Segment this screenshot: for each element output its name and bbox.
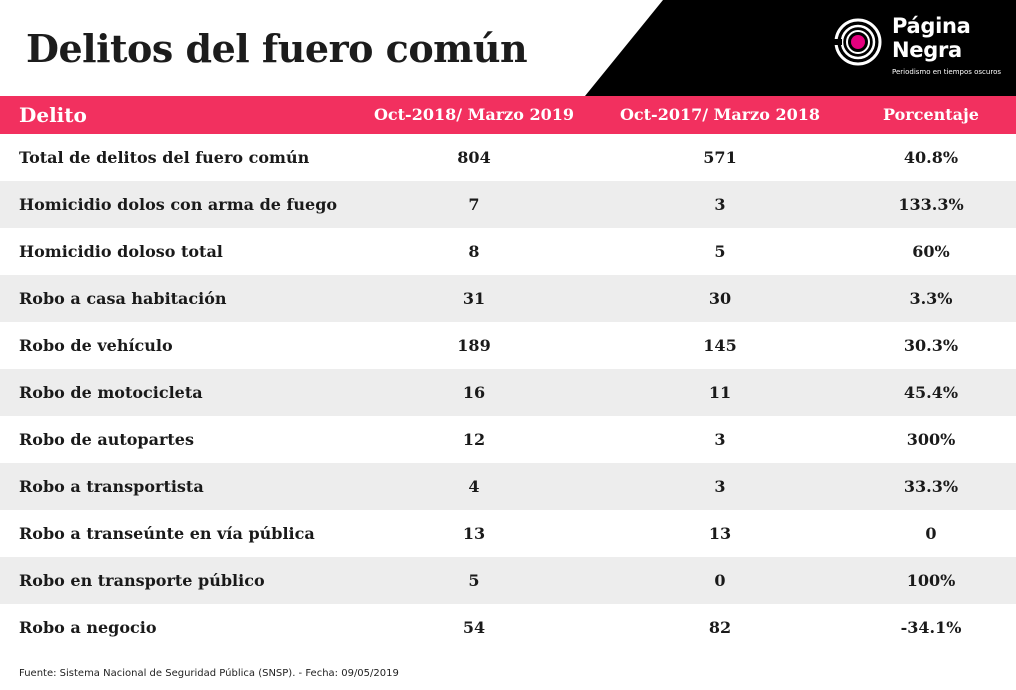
cell-porcentaje: 100% [906,571,956,590]
cell-delito: Robo a transeúnte en vía pública [19,524,315,543]
header-delito: Delito [19,103,87,127]
cell-period-2018-2019: 54 [462,618,486,637]
cell-delito: Homicidio dolos con arma de fuego [19,195,338,214]
cell-delito: Total de delitos del fuero común [19,148,310,167]
cell-period-2017-2018: 11 [708,383,732,402]
cell-delito: Homicidio doloso total [19,242,223,261]
cell-delito: Robo a transportista [19,477,204,496]
cell-period-2018-2019: 804 [457,148,491,167]
brand-logo: Página Negra Periodismo en tiempos oscur… [834,14,1001,84]
table-row: Total de delitos del fuero común 804 571 40… [0,134,1016,181]
header-period-2018-2019: Oct-2018/ Marzo 2019 [373,105,575,124]
header-black-wedge [585,0,1016,96]
cell-period-2018-2019: 12 [462,430,486,449]
cell-delito: Robo en transporte público [19,571,265,590]
cell-delito: Robo de autopartes [19,430,194,449]
table-row: Robo de autopartes 12 3 300% [0,416,1016,463]
cell-porcentaje: -34.1% [900,618,962,637]
cell-period-2017-2018: 30 [708,289,732,308]
cell-porcentaje: 133.3% [898,195,964,214]
cell-delito: Robo de motocicleta [19,383,203,402]
cell-period-2017-2018: 145 [703,336,737,355]
table-row: Robo a transportista 4 3 33.3% [0,463,1016,510]
cell-period-2018-2019: 7 [468,195,480,214]
cell-period-2018-2019: 8 [468,242,480,261]
cell-period-2018-2019: 16 [462,383,486,402]
cell-porcentaje: 300% [906,430,956,449]
cell-delito: Robo a negocio [19,618,157,637]
table-body: Total de delitos del fuero común 804 571 40… [0,134,1016,651]
cell-porcentaje: 33.3% [903,477,959,496]
page-title: Delitos del fuero común [26,26,528,71]
cell-period-2018-2019: 13 [462,524,486,543]
cell-period-2018-2019: 31 [462,289,486,308]
cell-porcentaje: 3.3% [909,289,953,308]
cell-period-2017-2018: 3 [714,477,726,496]
cell-porcentaje: 40.8% [903,148,959,167]
logo-target-icon [834,18,882,66]
cell-period-2017-2018: 3 [714,195,726,214]
crime-table: Delito Oct-2018/ Marzo 2019 Oct-2017/ Ma… [0,96,1016,651]
cell-period-2018-2019: 4 [468,477,480,496]
table-row: Robo de motocicleta 16 11 45.4% [0,369,1016,416]
cell-period-2017-2018: 5 [714,242,726,261]
logo-wordmark: Página Negra [892,14,971,62]
cell-period-2018-2019: 5 [468,571,480,590]
table-row: Robo a casa habitación 31 30 3.3% [0,275,1016,322]
table-row: Robo a transeúnte en vía pública 13 13 0 [0,510,1016,557]
cell-porcentaje: 45.4% [903,383,959,402]
table-header: Delito Oct-2018/ Marzo 2019 Oct-2017/ Ma… [0,96,1016,134]
logo-tagline: Periodismo en tiempos oscuros [892,68,1001,76]
table-row: Robo en transporte público 5 0 100% [0,557,1016,604]
table-row: Homicidio dolos con arma de fuego 7 3 133.3… [0,181,1016,228]
table-row: Robo de vehículo 189 145 30.3% [0,322,1016,369]
cell-delito: Robo a casa habitación [19,289,227,308]
table-row: Homicidio doloso total 8 5 60% [0,228,1016,275]
cell-period-2017-2018: 82 [708,618,732,637]
cell-period-2017-2018: 3 [714,430,726,449]
source-footer: Fuente: Sistema Nacional de Seguridad Pú… [19,668,399,679]
cell-delito: Robo de vehículo [19,336,173,355]
table-row: Robo a negocio 54 82 -34.1% [0,604,1016,651]
cell-period-2017-2018: 13 [708,524,732,543]
logo-name-line2: Negra [892,38,962,62]
header-period-2017-2018: Oct-2017/ Marzo 2018 [619,105,821,124]
logo-name-line1: Página [892,14,971,38]
cell-period-2017-2018: 571 [703,148,737,167]
cell-porcentaje: 60% [912,242,950,261]
cell-period-2018-2019: 189 [457,336,491,355]
cell-porcentaje: 30.3% [903,336,959,355]
header-porcentaje: Porcentaje [883,105,979,124]
cell-period-2017-2018: 0 [714,571,726,590]
cell-porcentaje: 0 [925,524,937,543]
